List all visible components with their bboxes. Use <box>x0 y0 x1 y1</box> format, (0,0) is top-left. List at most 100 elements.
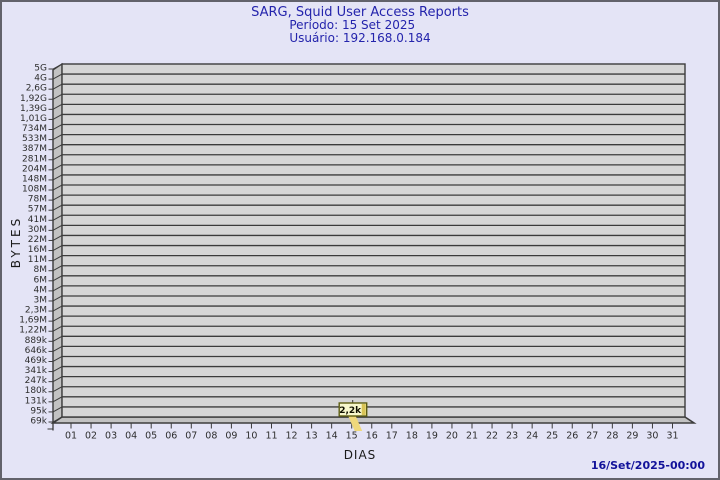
x-tick-label: 29 <box>626 431 638 442</box>
y-tick-label: 341k <box>25 366 48 376</box>
y-tick-diagonal <box>52 285 63 292</box>
y-tick-diagonal <box>52 335 63 342</box>
y-tick-label: 16M <box>28 245 47 255</box>
y-tick-label: 4M <box>34 285 48 295</box>
y-tick-label: 1,69M <box>19 316 47 326</box>
y-tick-diagonal <box>52 305 63 312</box>
annotation-box <box>338 402 368 417</box>
x-axis-title: DIAS <box>343 448 377 462</box>
y-tick-diagonal <box>52 144 63 151</box>
y-tick-diagonal <box>52 154 63 161</box>
y-tick-label: 180k <box>25 386 48 396</box>
y-tick-label: 2,3M <box>25 306 47 316</box>
chart-title: SARG, Squid User Access Reports <box>251 5 469 20</box>
y-tick-diagonal <box>52 214 63 221</box>
y-tick-diagonal <box>52 345 63 352</box>
x-tick-label: 12 <box>286 431 298 442</box>
x-tick-label: 03 <box>105 431 117 442</box>
x-tick-label: 05 <box>145 431 157 442</box>
y-tick-label: 387M <box>22 144 47 154</box>
y-tick-diagonal <box>52 134 63 141</box>
x-tick-label: 18 <box>406 431 418 442</box>
x-tick-label: 09 <box>225 431 237 442</box>
y-tick-label: 1,92G <box>20 94 47 104</box>
x-tick-label: 23 <box>506 431 518 442</box>
y-tick-label: 78M <box>28 195 47 205</box>
y-tick-label: 247k <box>25 376 48 386</box>
y-tick-diagonal <box>52 184 63 191</box>
x-tick-label: 17 <box>386 431 398 442</box>
x-tick-label: 13 <box>306 431 318 442</box>
y-tick-label: 734M <box>22 124 47 134</box>
x-tick-label: 25 <box>546 431 558 442</box>
chart-header: SARG, Squid User Access Reports Período:… <box>2 6 718 45</box>
y-tick-diagonal <box>52 255 63 262</box>
y-tick-label: 69k <box>30 417 47 427</box>
y-tick-label: 889k <box>25 336 48 346</box>
x-tick-label: 01 <box>65 431 77 442</box>
y-tick-label: 469k <box>25 356 48 366</box>
x-tick-label: 08 <box>205 431 217 442</box>
y-tick-diagonal <box>52 204 63 211</box>
y-tick-diagonal <box>52 113 63 120</box>
chart-subtitle-block: Período: 15 Set 2025 Usuário: 192.168.0.… <box>289 19 430 45</box>
x-tick-label: 22 <box>486 431 498 442</box>
y-tick-diagonal <box>52 295 63 302</box>
x-tick-label: 16 <box>366 431 378 442</box>
y-tick-diagonal <box>52 63 63 70</box>
y-tick-diagonal <box>52 406 63 413</box>
y-tick-diagonal <box>52 73 63 80</box>
y-tick-diagonal <box>52 245 63 251</box>
y-tick-label: 204M <box>22 164 47 174</box>
x-tick-label: 19 <box>426 431 438 442</box>
y-tick-label: 646k <box>25 346 48 356</box>
x-tick-label: 14 <box>326 431 338 442</box>
y-tick-diagonal <box>52 386 63 393</box>
y-tick-diagonal <box>52 265 63 272</box>
chart-user: Usuário: 192.168.0.184 <box>289 31 431 45</box>
y-tick-label: 95k <box>30 406 47 416</box>
y-tick-diagonal <box>52 315 63 322</box>
x-tick-label: 20 <box>446 431 458 442</box>
y-tick-label: 11M <box>28 255 47 265</box>
y-axis-title: BYTES <box>9 215 23 269</box>
y-tick-diagonal <box>52 356 63 362</box>
x-tick-label: 04 <box>125 431 137 442</box>
x-tick-label: 21 <box>466 431 478 442</box>
x-tick-label: 30 <box>646 431 658 442</box>
y-tick-label: 2,6G <box>26 84 47 94</box>
y-tick-diagonal <box>52 93 63 100</box>
plot-floor <box>50 416 697 424</box>
y-tick-diagonal <box>52 124 63 130</box>
y-tick-label: 41M <box>28 215 47 225</box>
y-tick-label: 22M <box>28 235 47 245</box>
y-tick-label: 30M <box>28 225 47 235</box>
y-tick-diagonal <box>52 83 63 90</box>
x-tick-label: 27 <box>586 431 598 442</box>
y-tick-label: 4G <box>34 74 47 84</box>
y-tick-diagonal <box>52 366 63 373</box>
x-tick-label: 31 <box>666 431 678 442</box>
y-tick-label: 108M <box>22 185 47 195</box>
plot-area <box>61 63 686 418</box>
y-tick-label: 131k <box>25 396 48 406</box>
x-tick-label: 24 <box>526 431 538 442</box>
y-tick-label: 148M <box>22 174 47 184</box>
y-tick-label: 6M <box>34 275 48 285</box>
y-tick-diagonal <box>52 275 63 282</box>
x-tick-label: 26 <box>566 431 578 442</box>
y-tick-label: 533M <box>22 134 47 144</box>
y-tick-diagonal <box>52 416 63 423</box>
y-tick-label: 57M <box>28 205 47 215</box>
x-tick-label: 28 <box>606 431 618 442</box>
annotation-value: 2,2k <box>339 406 362 416</box>
y-tick-label: 8M <box>34 265 48 275</box>
y-tick-label: 1,01G <box>20 114 47 124</box>
y-tick-label: 1,39G <box>20 104 47 114</box>
y-tick-label: 1,22M <box>19 326 47 336</box>
x-tick-label: 06 <box>165 431 177 442</box>
x-tick-label: 11 <box>265 431 277 442</box>
y-tick-label: 5G <box>34 64 47 74</box>
